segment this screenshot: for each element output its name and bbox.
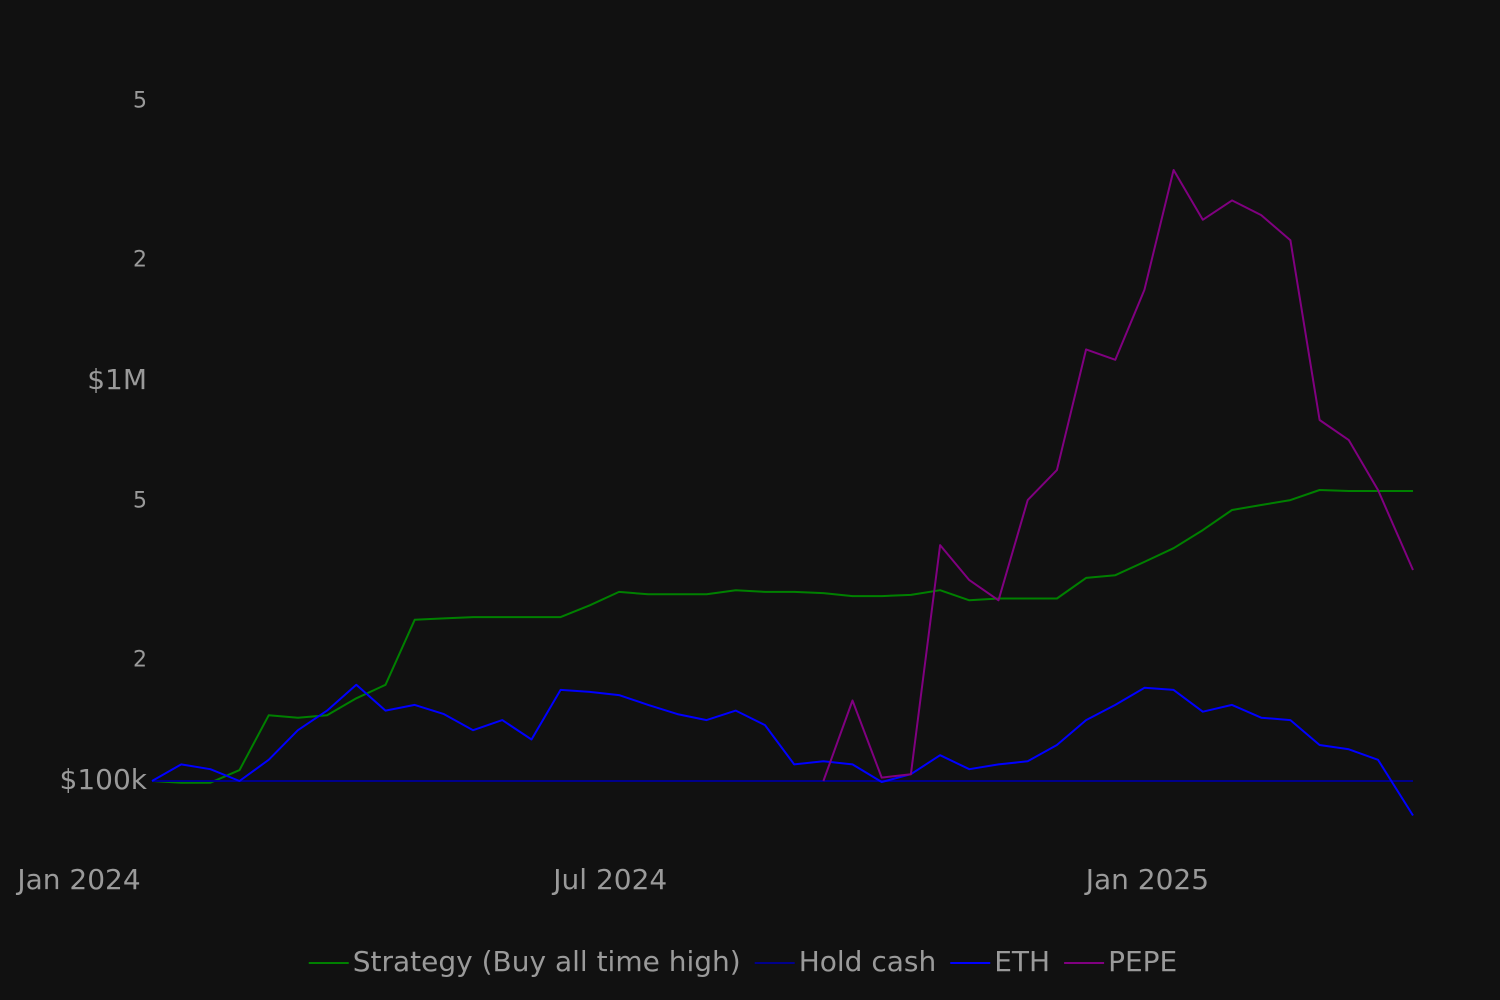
y-tick-label: 5 bbox=[133, 89, 147, 114]
y-tick-label: $100k bbox=[60, 763, 148, 796]
x-tick-label: Jan 2025 bbox=[1084, 863, 1209, 896]
x-tick-label: Jan 2024 bbox=[15, 863, 140, 896]
series-line bbox=[151, 489, 1413, 784]
y-tick-label: 2 bbox=[133, 248, 147, 273]
x-tick-label: Jul 2024 bbox=[551, 863, 667, 896]
series-line bbox=[822, 169, 1414, 782]
y-tick-label: 5 bbox=[133, 488, 147, 513]
legend-label: PEPE bbox=[1108, 945, 1177, 978]
y-tick-label: $1M bbox=[87, 363, 147, 396]
legend-label: ETH bbox=[994, 945, 1050, 978]
series-line bbox=[151, 683, 1414, 817]
y-tick-label: 2 bbox=[133, 648, 147, 673]
legend-label: Strategy (Buy all time high) bbox=[353, 945, 741, 978]
legend-label: Hold cash bbox=[799, 945, 937, 978]
